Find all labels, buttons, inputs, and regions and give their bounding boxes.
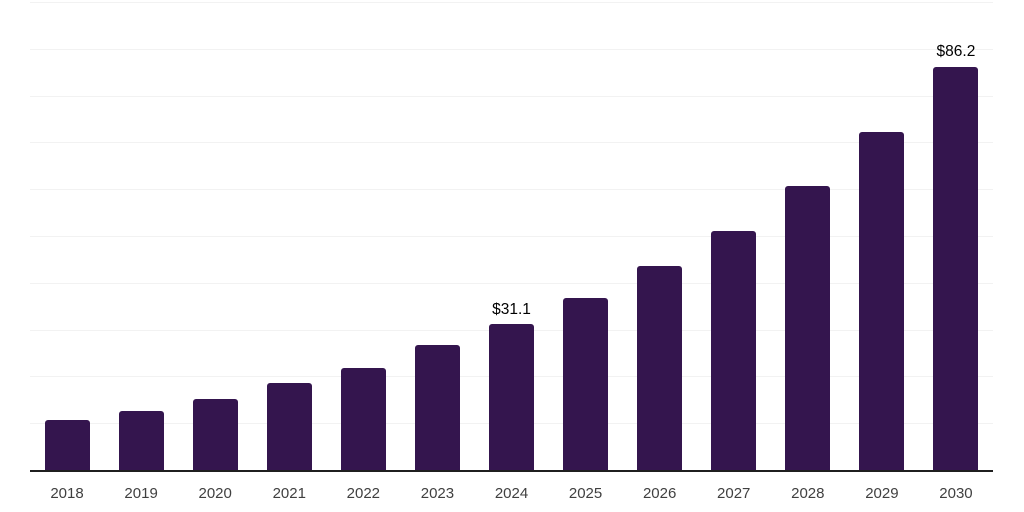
gridline xyxy=(30,189,993,191)
bar-2021 xyxy=(266,383,312,470)
bar-2027 xyxy=(711,230,757,470)
plot-area: $31.1 $86.2 xyxy=(30,2,993,472)
gridline xyxy=(30,282,993,284)
x-tick-label-2018: 2018 xyxy=(50,485,84,502)
x-tick-label-2023: 2023 xyxy=(420,485,455,502)
x-tick-label-2019: 2019 xyxy=(124,485,158,502)
bar-2020 xyxy=(192,399,238,470)
bar-2023 xyxy=(414,345,460,470)
x-tick-label-2030: 2030 xyxy=(939,485,973,502)
bar-2029 xyxy=(859,132,905,470)
bar-2028 xyxy=(785,186,831,470)
bar-2019 xyxy=(118,410,164,470)
x-tick-label-2021: 2021 xyxy=(272,485,306,502)
gridline xyxy=(30,48,993,50)
bar-2030 xyxy=(933,66,979,470)
x-tick-label-2028: 2028 xyxy=(791,485,825,502)
x-tick-label-2027: 2027 xyxy=(717,485,751,502)
x-tick-label-2029: 2029 xyxy=(865,485,899,502)
value-label-2030: $86.2 xyxy=(936,43,976,61)
x-axis: 2018 2019 2020 2021 2022 2023 2024 2025 2026 2027… xyxy=(30,482,993,506)
gridline xyxy=(30,142,993,144)
bar-2024 xyxy=(489,324,534,470)
bar-2022 xyxy=(340,367,386,470)
gridline xyxy=(30,236,993,237)
x-tick-label-2025: 2025 xyxy=(568,485,603,502)
x-tick-label-2020: 2020 xyxy=(198,485,232,502)
bar-2018 xyxy=(44,419,90,470)
gridline xyxy=(30,2,993,3)
x-tick-label-2024: 2024 xyxy=(494,485,529,502)
value-label-2024: $31.1 xyxy=(492,300,531,318)
x-tick-label-2026: 2026 xyxy=(642,485,677,502)
bar-2025 xyxy=(563,298,609,470)
bar-2026 xyxy=(637,266,683,470)
x-tick-label-2022: 2022 xyxy=(346,485,381,502)
gridline xyxy=(30,95,993,97)
